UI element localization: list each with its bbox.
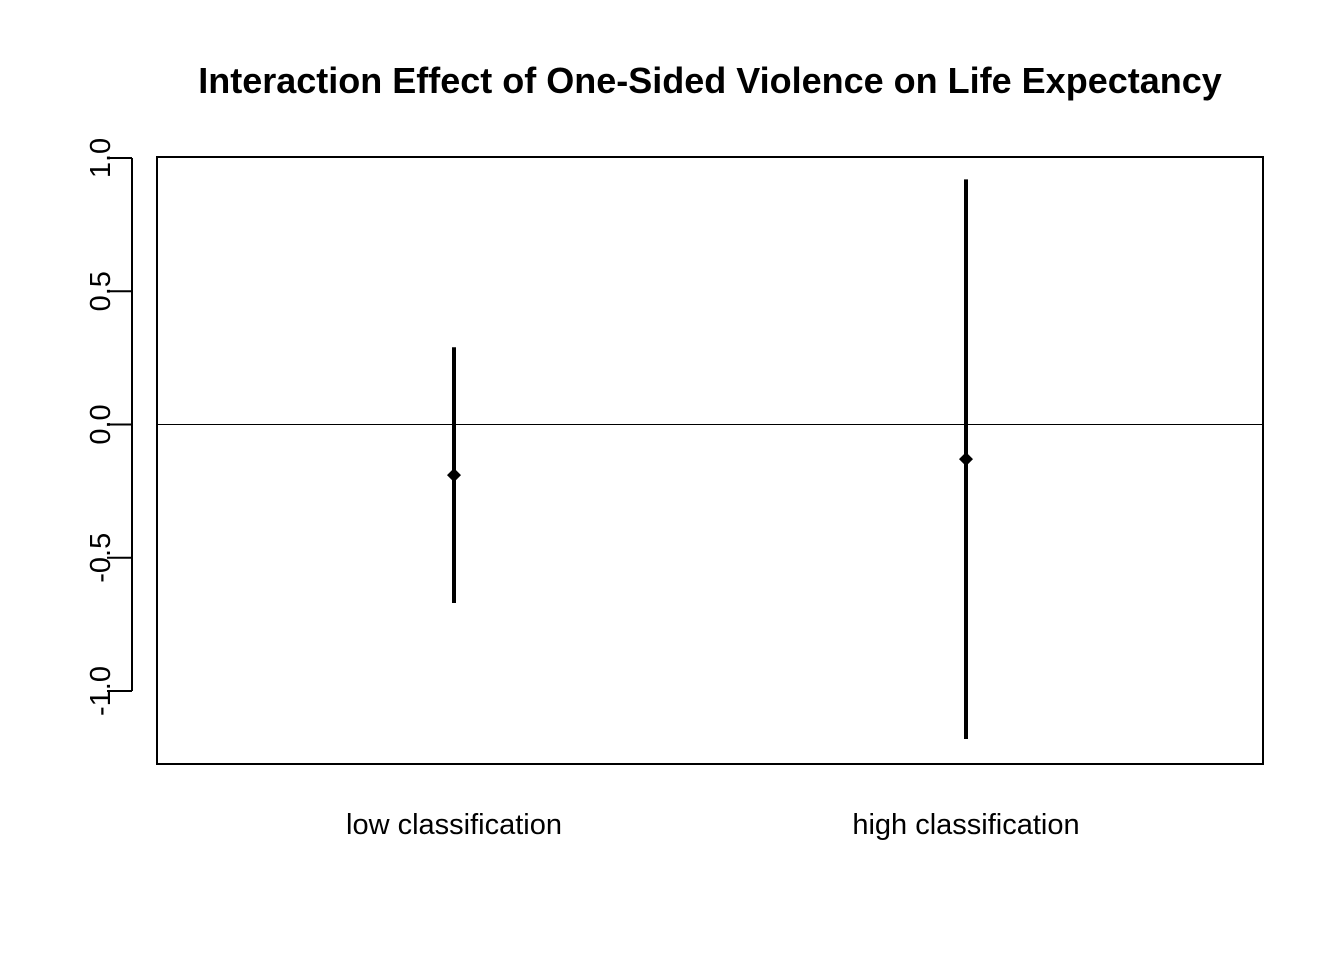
- x-category-label: high classification: [852, 809, 1079, 841]
- y-tick-label: 0.5: [85, 271, 117, 311]
- series-layer: [447, 179, 973, 739]
- x-axis-labels: low classification high classification: [346, 809, 1080, 841]
- y-tick-label: -0.5: [85, 533, 117, 583]
- chart-title: Interaction Effect of One-Sided Violence…: [198, 60, 1222, 101]
- plot-frame: [156, 156, 1264, 765]
- y-tick-label: -1.0: [85, 666, 117, 716]
- y-tick-label: 1.0: [85, 138, 117, 178]
- point-estimate: [959, 452, 973, 467]
- x-category-label: low classification: [346, 809, 562, 841]
- y-axis: -1.0 -0.5 0.0 0.5 1.0: [85, 138, 133, 716]
- point-estimate: [447, 468, 461, 483]
- y-tick-label: 0.0: [85, 404, 117, 444]
